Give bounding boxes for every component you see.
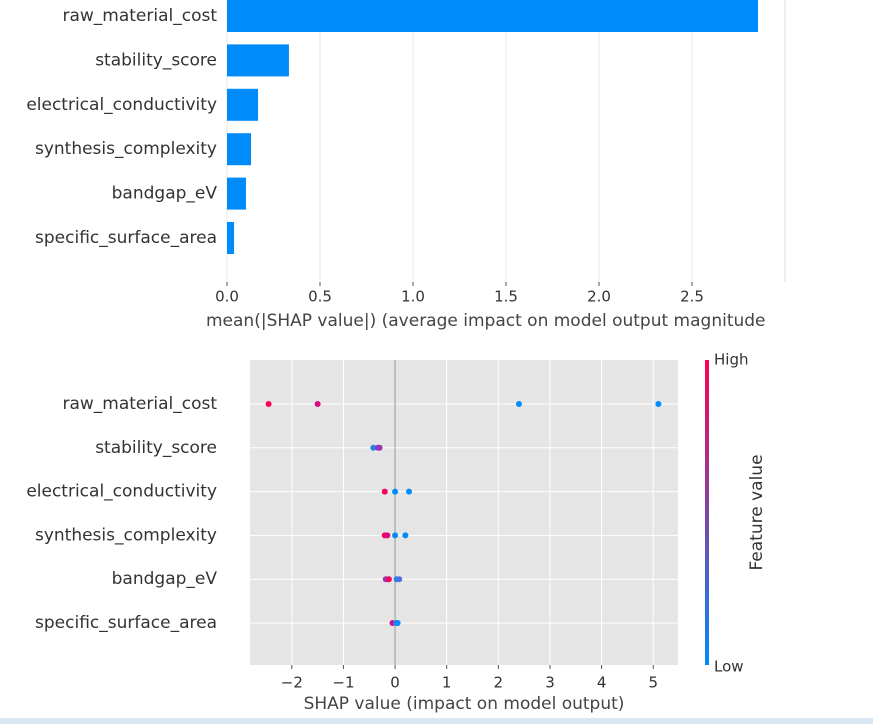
shap-point [396,576,403,583]
colorbar-high: High [714,351,748,369]
y-tick-label: bandgap_eV [112,569,218,589]
bar [227,44,289,77]
y-tick-label: raw_material_cost [62,394,217,414]
x-tick-label: 0.5 [308,288,332,306]
shap-point [406,488,413,495]
x-tick-label: 3 [545,674,555,692]
x-tick-label: 2.0 [587,288,611,306]
bar [227,88,259,121]
x-tick-label: 1 [442,674,452,692]
shap-point [655,401,662,407]
x-tick-label: 5 [648,674,658,692]
y-tick-label: stability_score [95,438,217,458]
bar [227,133,251,166]
shap-point [392,488,399,495]
x-tick-label: 0 [390,674,400,692]
y-tick-label: stability_score [95,50,217,70]
plot-background [250,360,678,665]
y-tick-label: synthesis_complexity [35,525,217,545]
y-tick-label: electrical_conductivity [26,95,217,115]
y-tick-label: specific_surface_area [35,613,217,633]
shap-point [370,444,377,451]
colorbar-low: Low [714,658,744,676]
y-tick-label: specific_surface_area [35,228,217,248]
x-tick-label: −1 [332,674,354,692]
window-edge [0,718,873,724]
shap-point [376,444,383,451]
shap-point [402,532,409,539]
shap-point [385,576,392,583]
x-tick-label: 2.5 [680,288,704,306]
x-tick-label: 4 [597,674,607,692]
shap-point [384,532,391,539]
colorbar [705,360,709,665]
x-axis-label: SHAP value (impact on model output) [304,694,625,714]
x-tick-label: 1.0 [401,288,425,306]
y-tick-label: bandgap_eV [112,184,218,204]
x-tick-label: 2 [494,674,504,692]
x-axis-label: mean(|SHAP value|) (average impact on mo… [206,311,766,331]
x-tick-label: 1.5 [494,288,518,306]
y-tick-label: raw_material_cost [62,6,217,26]
x-tick-label: 0.0 [215,288,239,306]
x-tick-label: −2 [281,674,303,692]
bar [227,222,235,254]
bar [227,0,759,32]
colorbar-label: Feature value [747,454,767,570]
bar [227,177,246,210]
y-tick-label: electrical_conductivity [26,482,217,502]
shap-point [381,488,388,495]
shap-point [392,532,399,539]
shap-point [394,620,401,626]
shap-point [314,401,321,407]
y-tick-label: synthesis_complexity [35,139,217,159]
shap-point [265,401,272,407]
shap-point [515,401,522,407]
